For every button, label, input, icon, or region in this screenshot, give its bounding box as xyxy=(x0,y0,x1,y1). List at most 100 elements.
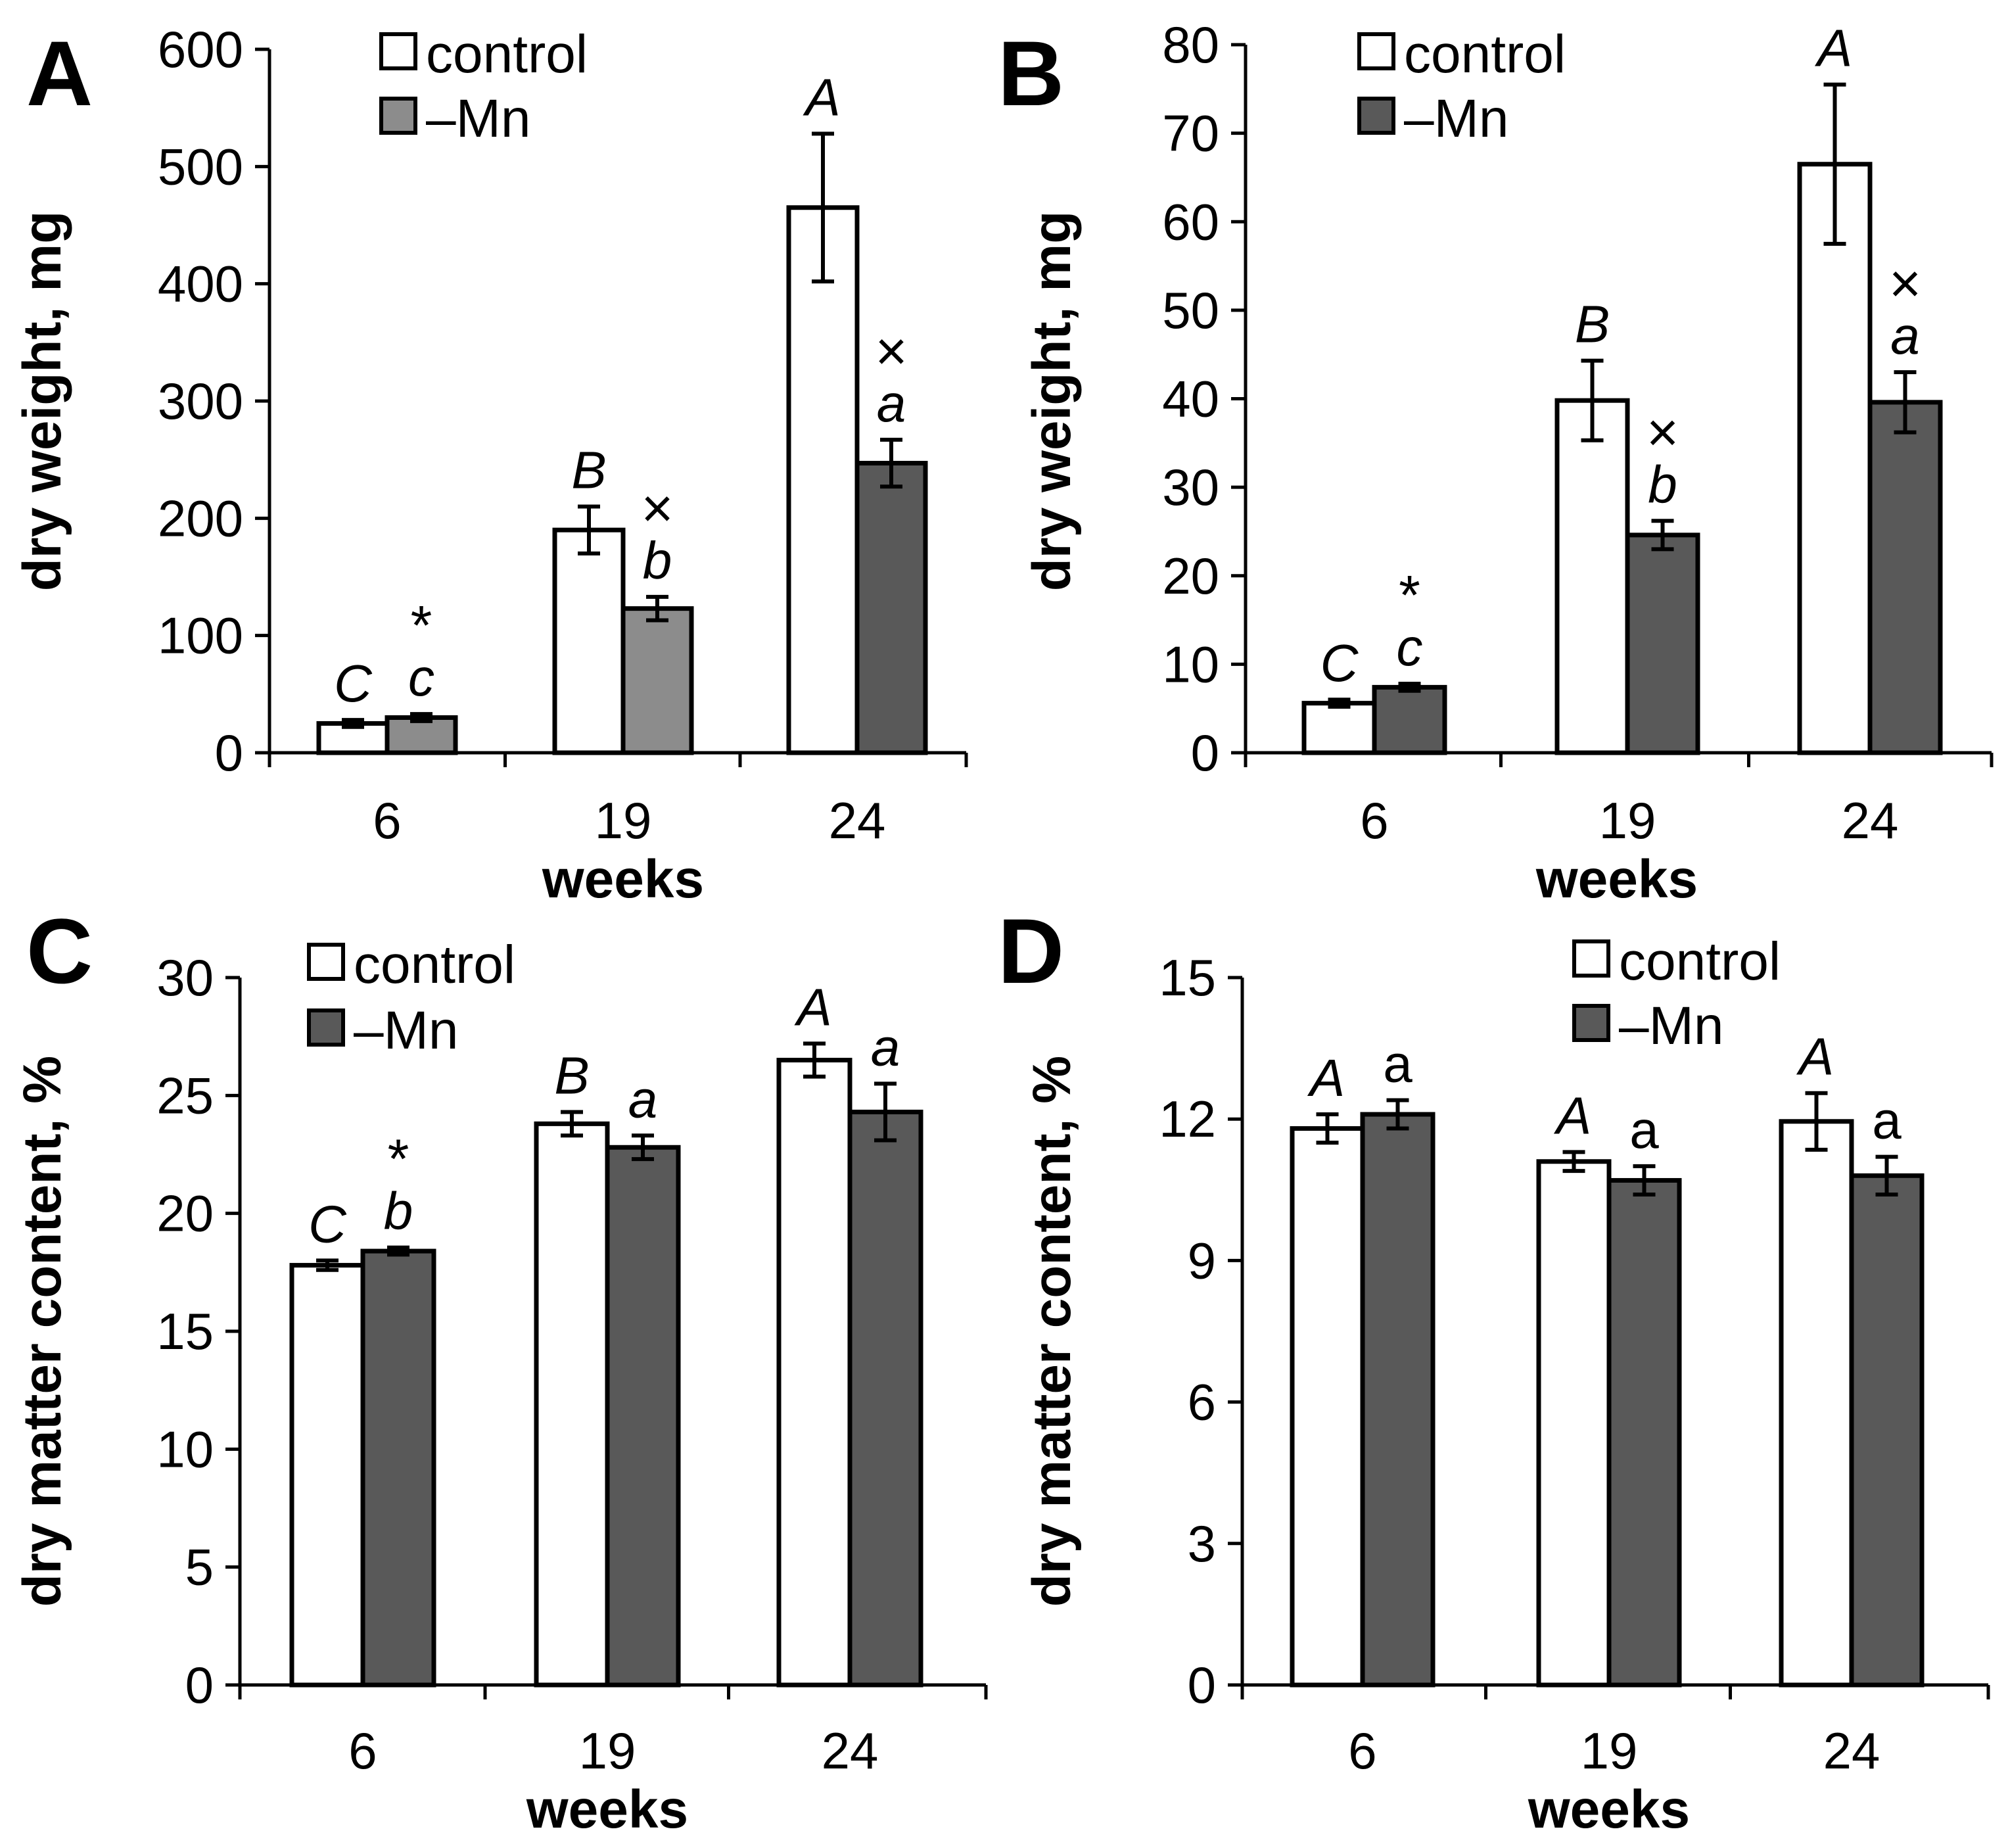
y-tick-label: 70 xyxy=(1162,105,1219,162)
axes xyxy=(1231,43,1994,767)
bar-mn-week-19 xyxy=(1625,533,1700,755)
legend-swatch-mn xyxy=(1357,97,1395,135)
significance-letter: C xyxy=(334,654,373,713)
bar-mn-week-24 xyxy=(847,1109,923,1688)
error-bar xyxy=(1562,1150,1585,1173)
cross-mark: × xyxy=(1889,252,1921,314)
bar-control-week-6 xyxy=(289,1263,365,1688)
asterisk-mark: * xyxy=(1399,564,1420,626)
x-tick-label: 19 xyxy=(595,792,652,849)
y-tick-label: 15 xyxy=(1159,949,1216,1007)
significance-letter: B xyxy=(554,1046,589,1104)
error-bar xyxy=(316,1258,339,1272)
cross-mark: × xyxy=(1646,401,1679,463)
significance-letter: b xyxy=(643,531,672,590)
legend: control–Mn xyxy=(1357,24,1566,149)
significance-letter: C xyxy=(308,1195,347,1253)
significance-letter: a xyxy=(877,374,906,433)
y-tick-label: 80 xyxy=(1162,16,1219,74)
significance-letter: A xyxy=(803,68,840,126)
bar-control-week-24 xyxy=(786,205,860,755)
legend: control–Mn xyxy=(307,935,515,1060)
significance-letter: a xyxy=(871,1018,900,1076)
legend-swatch-control xyxy=(1357,32,1395,70)
bar-control-week-19 xyxy=(552,527,626,755)
significance-letter: B xyxy=(1575,295,1610,354)
y-tick-label: 6 xyxy=(1188,1373,1216,1431)
x-tick-label: 6 xyxy=(1348,1722,1376,1780)
y-tick-label: 5 xyxy=(185,1538,214,1596)
y-tick-label: 3 xyxy=(1188,1515,1216,1573)
y-tick-label: 20 xyxy=(156,1185,214,1243)
x-tick-label: 19 xyxy=(1599,792,1656,849)
y-tick-label: 40 xyxy=(1162,370,1219,428)
error-bar xyxy=(1386,1098,1409,1131)
panel-letter: C xyxy=(26,899,93,1003)
x-tick-label: 24 xyxy=(1842,792,1899,849)
bar-mn-week-19 xyxy=(605,1145,681,1688)
significance-letter: A xyxy=(1815,19,1852,78)
error-bar xyxy=(1581,358,1604,442)
x-tick-label: 19 xyxy=(579,1722,636,1780)
error-bar xyxy=(632,1133,654,1162)
bar-control-week-24 xyxy=(1797,162,1873,755)
significance-letter: a xyxy=(1872,1091,1902,1150)
y-tick-label: 500 xyxy=(158,137,243,195)
y-tick-label: 25 xyxy=(156,1066,214,1124)
axes xyxy=(255,47,968,767)
legend-swatch-mn xyxy=(379,97,417,135)
legend-label-control: control xyxy=(1404,24,1566,84)
bar-control-week-19 xyxy=(1536,1159,1612,1688)
bar-mn-week-6 xyxy=(1372,684,1447,755)
bar-mn-week-24 xyxy=(854,461,928,755)
significance-letter: c xyxy=(408,648,434,707)
x-axis-title: weeks xyxy=(1535,849,1698,909)
y-tick-label: 200 xyxy=(158,489,243,547)
legend-swatch-control xyxy=(379,32,417,70)
bar-control-week-6 xyxy=(1290,1126,1365,1688)
y-tick-label: 30 xyxy=(156,949,214,1007)
bar-control-week-24 xyxy=(1779,1119,1854,1688)
legend-swatch-control xyxy=(307,943,345,981)
y-tick-label: 10 xyxy=(156,1420,214,1478)
significance-letter: B xyxy=(571,441,606,500)
axes xyxy=(225,976,988,1699)
significance-letter: a xyxy=(1629,1101,1659,1159)
error-bar xyxy=(803,1041,826,1079)
panel-letter: D xyxy=(998,899,1064,1003)
error-bar xyxy=(880,437,902,489)
bar-mn-week-19 xyxy=(620,606,694,755)
error-bar xyxy=(1875,1154,1898,1196)
y-tick-label: 60 xyxy=(1162,193,1219,250)
bar-control-week-6 xyxy=(1301,701,1377,755)
error-bar xyxy=(1894,370,1917,435)
y-tick-label: 30 xyxy=(1162,458,1219,516)
error-bar xyxy=(410,712,432,723)
significance-letter: a xyxy=(628,1070,658,1128)
y-tick-label: 15 xyxy=(156,1302,214,1360)
legend: control–Mn xyxy=(1572,932,1781,1056)
significance-letter: A xyxy=(794,978,831,1036)
x-tick-label: 19 xyxy=(1581,1722,1638,1780)
significance-letter: b xyxy=(384,1182,413,1241)
x-axis-title: weeks xyxy=(526,1780,688,1839)
axes xyxy=(1228,976,1990,1699)
legend-label-mn: –Mn xyxy=(1619,996,1724,1056)
y-tick-label: 400 xyxy=(158,255,243,313)
cross-mark: × xyxy=(641,477,673,539)
bar-mn-week-6 xyxy=(1360,1112,1436,1688)
y-tick-label: 12 xyxy=(1159,1090,1216,1148)
y-axis-title: dry weight, mg xyxy=(12,211,72,592)
error-bar xyxy=(812,131,834,284)
bar-control-week-19 xyxy=(534,1121,610,1688)
error-bar xyxy=(578,504,600,556)
x-tick-label: 6 xyxy=(373,792,401,849)
error-bar xyxy=(1316,1112,1339,1145)
significance-letter: A xyxy=(1554,1086,1591,1145)
bar-mn-week-24 xyxy=(1849,1173,1925,1688)
y-axis-title: dry matter content, % xyxy=(1022,1056,1082,1607)
y-tick-label: 20 xyxy=(1162,547,1219,605)
legend-swatch-mn xyxy=(307,1008,345,1047)
